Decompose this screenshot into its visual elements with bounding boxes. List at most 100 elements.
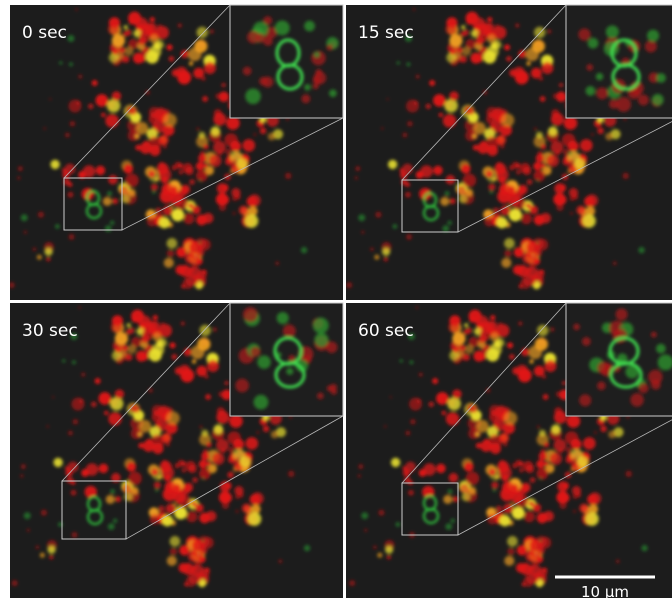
spot xyxy=(69,234,75,240)
spot xyxy=(456,46,463,53)
spot xyxy=(301,94,310,103)
spot xyxy=(139,420,152,433)
spot xyxy=(555,150,560,155)
spot xyxy=(531,68,542,79)
spot xyxy=(562,133,575,146)
spot xyxy=(260,128,267,135)
spot xyxy=(507,548,515,556)
spot xyxy=(493,26,506,39)
spot xyxy=(479,353,487,361)
spot xyxy=(243,307,258,322)
spot xyxy=(540,96,546,102)
spot xyxy=(182,468,187,473)
spot xyxy=(199,468,211,480)
spot xyxy=(218,391,223,396)
spot xyxy=(188,203,193,208)
spot xyxy=(512,506,525,519)
spot xyxy=(158,162,165,169)
spot xyxy=(115,496,121,502)
spot xyxy=(158,168,171,181)
spot xyxy=(377,553,382,558)
spot xyxy=(506,56,512,62)
spot xyxy=(526,465,534,473)
spot xyxy=(539,478,541,480)
spot xyxy=(582,337,591,346)
spot xyxy=(107,191,112,196)
spot xyxy=(504,411,517,424)
spot xyxy=(452,389,461,398)
spot xyxy=(579,394,591,406)
spot xyxy=(171,208,184,221)
spot xyxy=(228,482,231,485)
spot xyxy=(426,104,432,110)
spot xyxy=(541,164,545,168)
spot xyxy=(407,121,413,127)
spot xyxy=(181,321,185,325)
spot xyxy=(536,154,544,162)
spot xyxy=(148,171,155,178)
spot xyxy=(523,167,531,175)
spot xyxy=(170,548,178,556)
spot xyxy=(521,213,532,224)
spot xyxy=(138,315,151,328)
spot xyxy=(189,61,193,65)
spot xyxy=(512,463,517,468)
spot xyxy=(169,56,175,62)
spot xyxy=(574,158,585,169)
spot xyxy=(44,247,52,255)
spot xyxy=(569,195,575,201)
spot xyxy=(108,412,121,425)
spot xyxy=(47,425,49,427)
spot xyxy=(355,176,358,179)
spot xyxy=(521,348,529,356)
spot xyxy=(176,67,187,78)
spot xyxy=(204,62,216,74)
spot xyxy=(78,306,80,308)
spot xyxy=(105,225,112,232)
spot xyxy=(486,171,493,178)
spot xyxy=(528,564,541,577)
spot xyxy=(562,184,565,187)
spot xyxy=(199,460,207,468)
spot xyxy=(181,50,189,58)
spot xyxy=(460,484,469,493)
spot xyxy=(461,164,471,174)
spot xyxy=(361,512,368,519)
spot xyxy=(504,556,514,566)
spot xyxy=(536,241,538,243)
spot xyxy=(388,160,397,169)
spot xyxy=(499,515,510,526)
spot xyxy=(237,158,248,169)
spot xyxy=(453,347,459,353)
spot xyxy=(470,405,478,413)
spot xyxy=(315,69,322,76)
spot xyxy=(400,171,407,178)
spot xyxy=(36,546,40,550)
spot xyxy=(184,582,188,586)
spot xyxy=(256,33,265,42)
spot xyxy=(586,86,596,96)
spot xyxy=(390,396,392,398)
spot xyxy=(608,431,616,439)
spot xyxy=(72,532,78,538)
spot xyxy=(55,224,60,229)
spot xyxy=(616,559,620,563)
spot xyxy=(170,342,176,348)
spot xyxy=(469,316,475,322)
spot xyxy=(109,17,120,28)
spot xyxy=(135,17,148,30)
spot xyxy=(199,556,206,563)
spot xyxy=(432,378,438,384)
spot xyxy=(518,321,522,325)
spot xyxy=(449,473,459,483)
spot xyxy=(128,472,142,486)
spot xyxy=(597,381,606,390)
spot xyxy=(163,144,168,149)
spot xyxy=(459,194,468,203)
spot xyxy=(101,113,105,117)
spot xyxy=(465,189,473,197)
spot xyxy=(112,49,118,55)
spot xyxy=(235,379,249,393)
spot xyxy=(12,580,18,586)
spot xyxy=(161,460,168,467)
